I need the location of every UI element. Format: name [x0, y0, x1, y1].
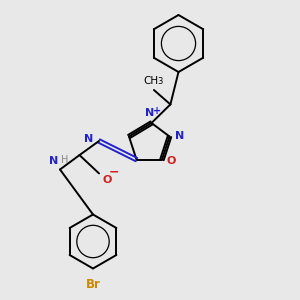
- Text: O: O: [167, 155, 176, 166]
- Text: −: −: [109, 166, 119, 179]
- Text: N: N: [84, 134, 94, 145]
- Text: +: +: [153, 106, 161, 116]
- Text: CH: CH: [143, 76, 158, 86]
- Text: 3: 3: [157, 77, 163, 86]
- Text: O: O: [102, 175, 111, 185]
- Text: Br: Br: [85, 278, 100, 291]
- Text: N: N: [146, 108, 154, 118]
- Text: N: N: [49, 156, 58, 166]
- Text: N: N: [175, 131, 184, 141]
- Text: H: H: [61, 155, 68, 165]
